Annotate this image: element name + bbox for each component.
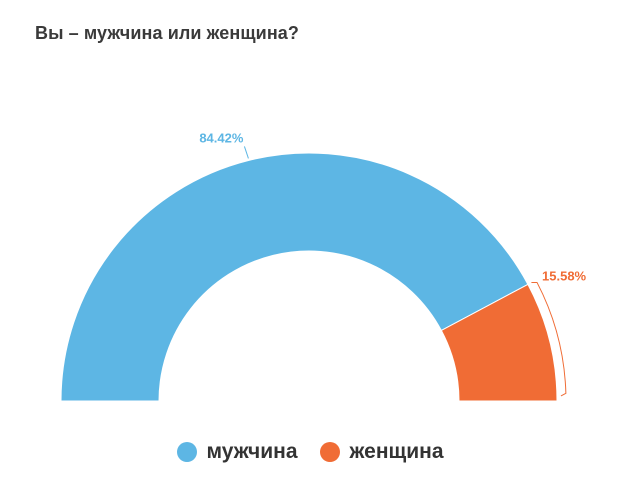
slice-male[interactable]: [60, 152, 529, 402]
label-leader-male: [243, 146, 249, 159]
legend: мужчина женщина: [0, 440, 620, 464]
legend-marker-female: [319, 442, 340, 462]
data-label-male: 84.42%: [199, 130, 244, 145]
slice-female[interactable]: [440, 283, 558, 402]
chart-title: Вы – мужчина или женщина?: [35, 23, 300, 43]
legend-item-male[interactable]: мужчина: [176, 440, 298, 464]
legend-label-female: женщина: [349, 440, 444, 463]
legend-label-male: мужчина: [206, 440, 298, 463]
label-bracket-female: [531, 281, 567, 397]
legend-item-female[interactable]: женщина: [319, 440, 444, 464]
legend-marker-male: [176, 442, 197, 462]
data-label-female: 15.58%: [542, 268, 587, 283]
